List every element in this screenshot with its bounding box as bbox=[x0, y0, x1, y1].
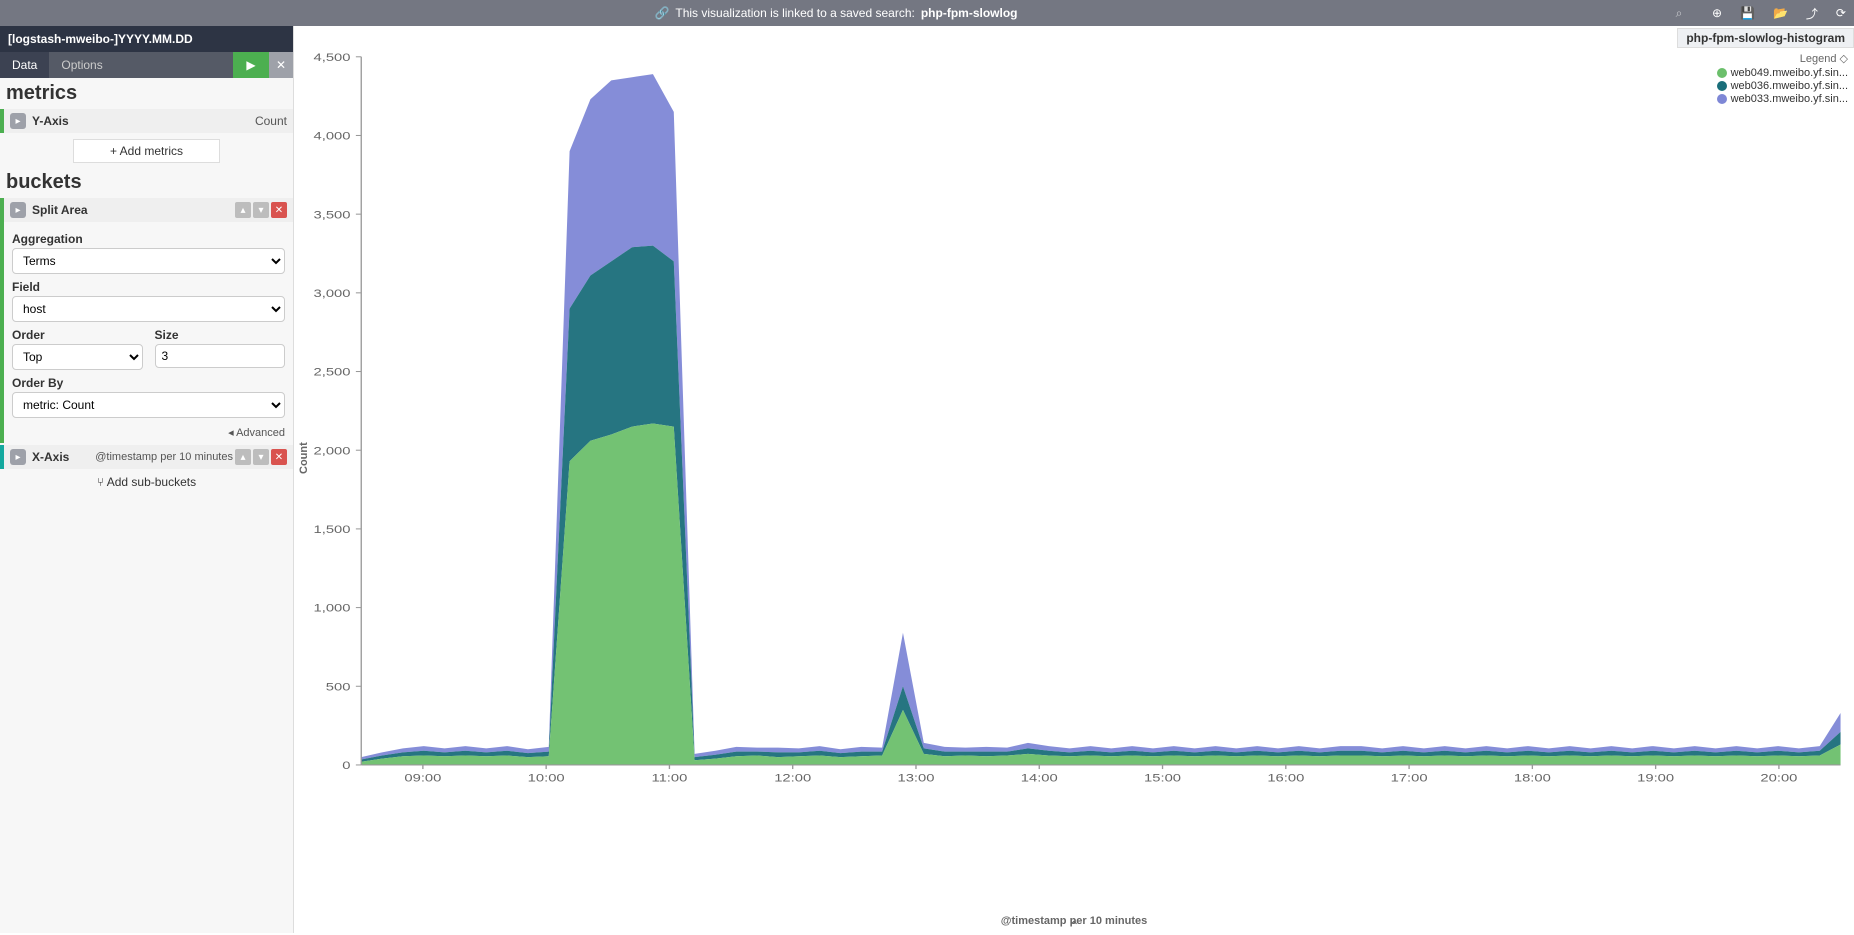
main: [logstash-mweibo-]YYYY.MM.DD Data Option… bbox=[0, 26, 1854, 933]
svg-text:500: 500 bbox=[326, 680, 351, 693]
add-sub-buckets-button[interactable]: ⑂ Add sub-buckets bbox=[0, 471, 293, 493]
delete-icon[interactable]: ✕ bbox=[271, 449, 287, 465]
delete-icon[interactable]: ✕ bbox=[271, 202, 287, 218]
xaxis-value: @timestamp per 10 minutes bbox=[95, 451, 233, 463]
xaxis-row[interactable]: ▸ X-Axis @timestamp per 10 minutes ▴ ▾ ✕ bbox=[4, 445, 293, 469]
legend-swatch bbox=[1717, 68, 1727, 78]
orderby-select[interactable]: metric: Count bbox=[12, 392, 285, 418]
legend-swatch bbox=[1717, 81, 1727, 91]
move-up-icon[interactable]: ▴ bbox=[235, 202, 251, 218]
linked-prefix: This visualization is linked to a saved … bbox=[675, 6, 914, 20]
sidebar: [logstash-mweibo-]YYYY.MM.DD Data Option… bbox=[0, 26, 294, 933]
svg-text:15:00: 15:00 bbox=[1144, 771, 1181, 784]
split-area-row[interactable]: ▸ Split Area ▴ ▾ ✕ bbox=[4, 198, 293, 222]
aggregation-select[interactable]: Terms bbox=[12, 248, 285, 274]
legend-label: web049.mweibo.yf.sin... bbox=[1731, 67, 1848, 79]
chart-area: php-fpm-slowlog-histogram Legend ◇ web04… bbox=[294, 26, 1854, 933]
legend-toggle[interactable]: Legend ◇ bbox=[1717, 52, 1848, 65]
expand-caret-icon[interactable]: ⌃ bbox=[1068, 918, 1080, 935]
legend-label: web036.mweibo.yf.sin... bbox=[1731, 80, 1848, 92]
y-axis-label: Count bbox=[298, 442, 310, 474]
topbar: 🔗 This visualization is linked to a save… bbox=[0, 0, 1854, 26]
svg-text:1,000: 1,000 bbox=[314, 601, 351, 614]
share-icon[interactable]: ⤴ bbox=[1806, 5, 1818, 22]
index-pattern[interactable]: [logstash-mweibo-]YYYY.MM.DD bbox=[0, 26, 293, 52]
svg-text:2,000: 2,000 bbox=[314, 444, 351, 457]
link-icon: 🔗 bbox=[654, 6, 669, 20]
order-label: Order bbox=[12, 328, 143, 342]
svg-text:10:00: 10:00 bbox=[528, 771, 565, 784]
legend-item[interactable]: web049.mweibo.yf.sin... bbox=[1717, 67, 1848, 79]
new-icon[interactable]: ⊕ bbox=[1712, 6, 1722, 20]
svg-text:12:00: 12:00 bbox=[774, 771, 811, 784]
chevron-right-icon[interactable]: ▸ bbox=[10, 449, 26, 465]
area-chart[interactable]: 0 500 1,000 1,500 2,000 2,500 3,000 3,500 4,000 4… bbox=[294, 26, 1854, 806]
field-label: Field bbox=[12, 280, 285, 294]
search-icon[interactable]: ⌕ bbox=[1664, 6, 1694, 21]
svg-text:19:00: 19:00 bbox=[1637, 771, 1674, 784]
legend-label: web033.mweibo.yf.sin... bbox=[1731, 93, 1848, 105]
split-form: Aggregation Terms Field host Order Top S… bbox=[4, 222, 293, 422]
editor-tabs: Data Options ▶ ✕ bbox=[0, 52, 293, 78]
chart-title: php-fpm-slowlog-histogram bbox=[1677, 28, 1854, 48]
svg-text:3,500: 3,500 bbox=[314, 208, 351, 221]
svg-text:3,000: 3,000 bbox=[314, 287, 351, 300]
buckets-header: buckets bbox=[0, 167, 293, 198]
svg-text:0: 0 bbox=[342, 759, 350, 772]
refresh-icon[interactable]: ⟳ bbox=[1836, 6, 1846, 20]
tab-options[interactable]: Options bbox=[49, 52, 114, 78]
chevron-right-icon[interactable]: ▸ bbox=[10, 202, 26, 218]
split-label: Split Area bbox=[32, 203, 233, 217]
svg-text:09:00: 09:00 bbox=[404, 771, 441, 784]
topbar-actions: ⌕ ⊕ 💾 📂 ⤴ ⟳ bbox=[1664, 5, 1846, 22]
open-icon[interactable]: 📂 bbox=[1773, 6, 1788, 20]
aggregation-label: Aggregation bbox=[12, 232, 285, 246]
size-label: Size bbox=[155, 328, 286, 342]
linked-name: php-fpm-slowlog bbox=[921, 6, 1018, 20]
svg-text:13:00: 13:00 bbox=[897, 771, 934, 784]
advanced-toggle[interactable]: ◂ Advanced bbox=[4, 422, 293, 443]
svg-text:4,500: 4,500 bbox=[314, 51, 351, 64]
yaxis-label: Y-Axis bbox=[32, 114, 255, 128]
add-metrics-button[interactable]: + Add metrics bbox=[73, 139, 220, 163]
legend-item[interactable]: web033.mweibo.yf.sin... bbox=[1717, 93, 1848, 105]
legend: Legend ◇ web049.mweibo.yf.sin...web036.m… bbox=[1717, 52, 1848, 106]
chevron-right-icon[interactable]: ▸ bbox=[10, 113, 26, 129]
legend-item[interactable]: web036.mweibo.yf.sin... bbox=[1717, 80, 1848, 92]
move-down-icon[interactable]: ▾ bbox=[253, 449, 269, 465]
svg-text:20:00: 20:00 bbox=[1760, 771, 1797, 784]
apply-button[interactable]: ▶ bbox=[233, 52, 269, 78]
svg-text:14:00: 14:00 bbox=[1021, 771, 1058, 784]
discard-button[interactable]: ✕ bbox=[269, 52, 293, 78]
order-select[interactable]: Top bbox=[12, 344, 143, 370]
size-input[interactable] bbox=[155, 344, 286, 368]
linked-search[interactable]: 🔗 This visualization is linked to a save… bbox=[654, 6, 1017, 20]
svg-text:2,500: 2,500 bbox=[314, 365, 351, 378]
field-select[interactable]: host bbox=[12, 296, 285, 322]
move-up-icon[interactable]: ▴ bbox=[235, 449, 251, 465]
svg-text:16:00: 16:00 bbox=[1267, 771, 1304, 784]
svg-text:4,000: 4,000 bbox=[314, 129, 351, 142]
svg-text:11:00: 11:00 bbox=[651, 771, 687, 784]
svg-text:1,500: 1,500 bbox=[314, 523, 351, 536]
yaxis-row[interactable]: ▸ Y-Axis Count bbox=[4, 109, 293, 133]
yaxis-value: Count bbox=[255, 114, 287, 128]
move-down-icon[interactable]: ▾ bbox=[253, 202, 269, 218]
svg-text:18:00: 18:00 bbox=[1514, 771, 1551, 784]
save-icon[interactable]: 💾 bbox=[1740, 6, 1755, 20]
metrics-header: metrics bbox=[0, 78, 293, 109]
xaxis-label: X-Axis bbox=[32, 450, 95, 464]
legend-swatch bbox=[1717, 94, 1727, 104]
tab-data[interactable]: Data bbox=[0, 52, 49, 78]
orderby-label: Order By bbox=[12, 376, 285, 390]
svg-text:17:00: 17:00 bbox=[1391, 771, 1428, 784]
